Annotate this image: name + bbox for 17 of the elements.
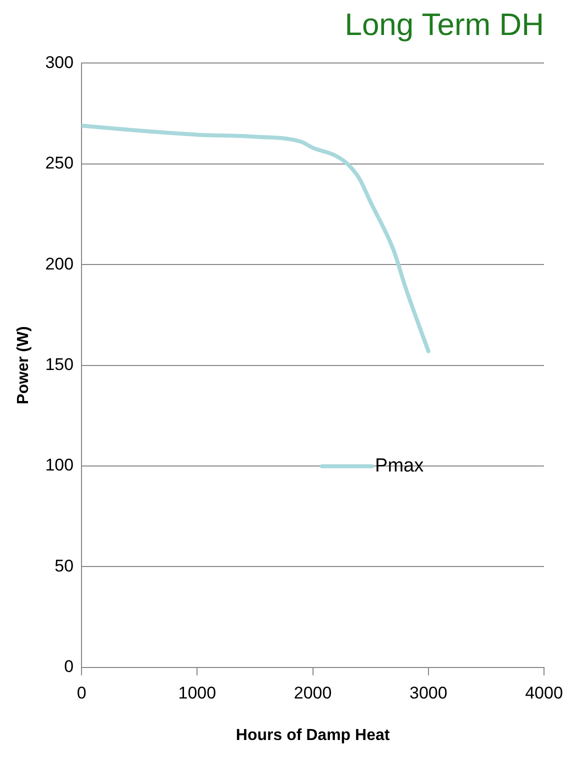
y-tick-label: 100 bbox=[45, 456, 74, 475]
x-tick-label: 4000 bbox=[525, 683, 563, 702]
y-tick-label: 150 bbox=[45, 354, 74, 374]
y-tick-label: 300 bbox=[45, 52, 74, 72]
x-tick-label: 1000 bbox=[178, 683, 216, 702]
x-tick-label: 0 bbox=[76, 683, 86, 702]
y-axis-title: Power (W) bbox=[15, 326, 32, 404]
x-tick-label: 2000 bbox=[294, 683, 332, 702]
x-axis-title: Hours of Damp Heat bbox=[236, 726, 390, 744]
y-tick-label: 250 bbox=[45, 154, 74, 173]
legend-label: Pmax bbox=[375, 455, 424, 476]
line-series bbox=[82, 124, 430, 354]
x-tick-label: 3000 bbox=[409, 683, 448, 702]
y-tick-label: 200 bbox=[45, 254, 74, 274]
y-tick-label: 0 bbox=[64, 657, 74, 676]
y-tick-label: 50 bbox=[54, 556, 74, 576]
chart-title: Long Term DH bbox=[344, 7, 544, 42]
